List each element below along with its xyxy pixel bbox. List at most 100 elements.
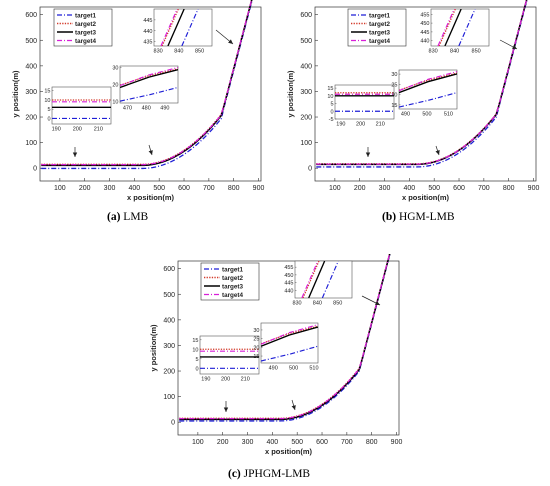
legend-label-target4: target4 [75, 38, 96, 45]
y-tick-label: 300 [300, 89, 312, 96]
inset-frame [199, 335, 260, 375]
inset-x-tick-label: 830 [154, 49, 163, 55]
legend-label-target2: target2 [222, 275, 243, 282]
legend-label-target1: target1 [369, 12, 390, 19]
inset-y-tick-label: 0 [195, 366, 198, 372]
arrows [365, 39, 518, 157]
x-tick-label: 600 [316, 439, 328, 446]
inset-lines [200, 348, 259, 369]
legend-label-target3: target3 [369, 29, 390, 36]
inset-series-target3 [261, 326, 318, 347]
arrows [223, 295, 381, 412]
inset-lines [437, 9, 476, 46]
inset-x-tick-label: 490 [269, 366, 278, 372]
inset-x-tick-label: 850 [472, 49, 481, 55]
inset-y-tick-label: 10 [44, 98, 50, 104]
inset-series-target3 [120, 69, 178, 89]
inset-y-tick-label: 30 [112, 66, 118, 72]
caption-label: (c) [228, 468, 241, 480]
inset-x-tick-label: 490 [160, 106, 169, 112]
series-target4 [316, 0, 528, 165]
inset-y-tick-label: 10 [327, 94, 333, 100]
inset-series-target4 [437, 9, 455, 46]
inset-lines [335, 92, 394, 112]
y-tick-label: 500 [25, 38, 37, 45]
legend-label-target1: target1 [222, 266, 243, 273]
x-tick-label: 800 [366, 439, 378, 446]
x-tick-label: 500 [428, 185, 440, 192]
axes: 100 200 300 400 500 600 700 800 9000100200300400… [163, 266, 402, 446]
y-tick-label: 400 [163, 317, 175, 324]
inset-y-tick-label: 25 [253, 337, 259, 343]
caption-hgm-lmb: (b) HGM-LMB [382, 211, 455, 223]
y-tick-label: 600 [300, 12, 312, 19]
y-tick-label: 300 [163, 343, 175, 350]
inset-y-tick-label: 15 [327, 86, 333, 92]
inset-x-tick-label: 840 [174, 49, 183, 55]
inset-y-tick-label: 10 [112, 99, 118, 105]
x-axis-label: x position(m) [402, 193, 450, 202]
x-tick-label: 700 [203, 185, 215, 192]
legend-label-target1: target1 [75, 12, 96, 19]
arrow-head [72, 152, 78, 157]
y-tick-label: 0 [33, 166, 37, 173]
inset-y-tick-label: 15 [192, 338, 198, 344]
arrow-head [223, 407, 229, 412]
inset-x-tick-label: 500 [422, 112, 431, 118]
series-target4 [179, 254, 391, 420]
inset-y-tick-label: 20 [112, 83, 118, 89]
x-tick-label: 300 [379, 185, 391, 192]
chart-jphgm-lmb: 100 200 300 400 500 600 700 800 9000100200300400… [149, 254, 402, 456]
x-tick-label: 300 [242, 439, 254, 446]
caption-text: LMB [123, 211, 149, 223]
x-tick-label: 600 [453, 185, 465, 192]
y-axis-label: y position(m) [149, 324, 158, 372]
inset-lines [52, 99, 111, 120]
y-tick-label: 100 [25, 140, 37, 147]
inset-y-tick-label: 30 [253, 328, 259, 334]
y-tick-label: 200 [25, 115, 37, 122]
x-tick-label: 100 [329, 185, 341, 192]
inset-y-tick-label: 435 [143, 40, 152, 46]
y-tick-label: 400 [25, 63, 37, 70]
x-axis-label: x position(m) [265, 447, 313, 456]
inset-y-tick-label: 20 [391, 93, 397, 99]
arrow-head [228, 39, 233, 44]
x-tick-label: 800 [503, 185, 515, 192]
x-tick-label: 900 [528, 185, 540, 192]
inset-y-tick-label: 5 [47, 107, 50, 113]
y-tick-label: 100 [300, 140, 312, 147]
inset-y-tick-label: 450 [420, 21, 429, 27]
inset-series-target2 [399, 72, 457, 91]
inset-series-target3 [399, 73, 457, 94]
inset-series-target4 [160, 9, 178, 46]
x-tick-label: 500 [291, 439, 303, 446]
caption-lmb: (a) LMB [107, 211, 148, 223]
inset-y-tick-label: 450 [284, 273, 293, 279]
y-axis-label: y position(m) [11, 70, 20, 118]
inset-lines [120, 66, 178, 102]
inset-y-tick-label: 5 [195, 357, 198, 363]
inset-x-tick-label: 840 [313, 301, 322, 307]
inset-x-tick-label: 510 [309, 366, 318, 372]
inset-frame [334, 84, 395, 120]
legend-label-target4: target4 [222, 292, 243, 299]
x-tick-label: 800 [228, 185, 240, 192]
x-tick-label: 400 [267, 439, 279, 446]
y-tick-label: 0 [171, 420, 175, 427]
inset-x-tick-label: 200 [356, 122, 365, 128]
y-tick-label: 400 [300, 63, 312, 70]
inset-x-tick-label: 210 [94, 127, 103, 133]
x-tick-label: 300 [104, 185, 116, 192]
x-axis-label: x position(m) [127, 193, 175, 202]
inset-y-tick-label: 440 [143, 29, 152, 35]
inset-series-target3 [444, 9, 462, 46]
x-tick-label: 100 [192, 439, 204, 446]
y-tick-label: 200 [300, 115, 312, 122]
inset-series-target1 [458, 9, 476, 46]
inset-frame [430, 8, 490, 47]
inset-y-tick-label: 455 [284, 265, 293, 271]
inset-x-tick-label: 490 [401, 112, 410, 118]
